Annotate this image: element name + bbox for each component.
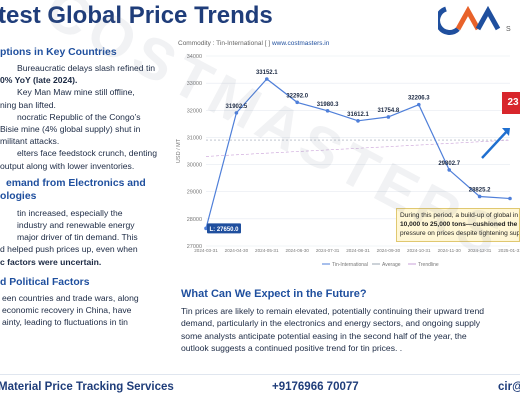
x-tick-label: 2024-11-30: [438, 248, 462, 253]
y-tick-label: 28000: [187, 217, 202, 223]
x-tick-label: 2024-03-31: [194, 248, 218, 253]
text-line: industry and renewable energy: [17, 220, 135, 231]
x-tick-label: 2024-07-31: [316, 248, 340, 253]
y-axis-label: USD / MT: [176, 138, 182, 163]
text-line: militant attacks.: [0, 136, 60, 147]
x-tick-label: 2024-12-31: [468, 248, 492, 253]
text-line: output along with lower inventories.: [0, 160, 135, 171]
y-tick-label: 32000: [187, 108, 202, 114]
text-line: c factors were uncertain.: [0, 256, 102, 267]
logo-subtext: S: [506, 26, 511, 33]
future-line: outlook suggests a continued positive tr…: [181, 343, 403, 354]
text-line: Key Man Maw mine still offline,: [17, 87, 135, 98]
y-tick-label: 33000: [187, 81, 202, 87]
future-line: demand, particularly in the electronics …: [181, 318, 481, 329]
data-point: [295, 100, 299, 105]
price-line-chart: 27000 28000 29000 30000 31000 32000 33000 34000…: [176, 54, 520, 268]
annotation-line: During this period, a build-up of global…: [400, 212, 519, 219]
data-point: [356, 119, 360, 123]
x-tick-label: 2024-06-30: [285, 248, 309, 253]
commodity-label: Commodity : Tin-International [ ] www.co…: [178, 40, 329, 47]
min-value-label: L: 27650.0: [209, 227, 239, 233]
left-column: ptions in Key Countries Bureaucratic del…: [0, 40, 168, 350]
future-line: Tin prices are likely to remain elevated…: [181, 306, 485, 316]
footer-phone[interactable]: +9176966 70077: [272, 381, 359, 393]
annotation-line: 10,000 to 25,000 tons—cushioned the m: [400, 221, 520, 228]
data-point: [386, 115, 391, 119]
data-point: [234, 111, 239, 115]
data-label: 31612.1: [347, 112, 369, 118]
x-tick-label: 2024-04-30: [225, 248, 249, 253]
footer-bar: Material Price Tracking Services +917696…: [0, 374, 520, 400]
trend-arrow-icon: [481, 129, 509, 159]
future-line: some analysts anticipate potential easin…: [181, 330, 467, 341]
data-label: 28825.2: [469, 187, 491, 193]
text-line: ainty, leading to fluctuations in tin: [2, 317, 128, 328]
data-label: 33152.1: [256, 70, 278, 76]
data-point: [204, 226, 208, 231]
section-heading-demand-cont: ologies: [0, 190, 37, 202]
data-label: 31980.3: [317, 102, 339, 108]
future-heading: What Can We Expect in the Future?: [181, 288, 367, 300]
future-paragraph: Tin prices are likely to remain elevated…: [181, 305, 520, 355]
legend-entry: Trendline: [418, 262, 439, 268]
title-bar: test Global Price Trends S: [0, 0, 520, 40]
page-title: test Global Price Trends: [0, 2, 273, 29]
annotation-callout: During this period, a build-up of global…: [396, 208, 520, 242]
data-point: [508, 196, 512, 201]
x-tick-label: 2024-09-30: [377, 248, 401, 253]
y-tick-label: 34000: [187, 54, 202, 60]
data-point: [477, 194, 482, 199]
legend-entry: Average: [382, 262, 401, 268]
y-tick-label: 30000: [187, 163, 202, 169]
section2-list: tin increased, especially the industry a…: [0, 207, 168, 268]
section-heading-disruptions: ptions in Key Countries: [0, 47, 117, 58]
x-tick-label: 2024-08-31: [346, 248, 370, 253]
section3-list: een countries and trade wars, along econ…: [0, 292, 168, 329]
y-tick-label: 27000: [187, 244, 202, 250]
y-tick-label: 29000: [187, 190, 202, 196]
text-line: elters face feedstock crunch, denting: [17, 148, 157, 159]
footer-service-text: Material Price Tracking Services: [0, 381, 174, 393]
text-line: tin increased, especially the: [17, 207, 123, 218]
text-line: een countries and trade wars, along: [2, 292, 139, 303]
annotation-line: pressure on prices despite tightening su…: [400, 230, 520, 237]
legend-entry: Tin-International: [332, 262, 368, 268]
x-tick-label: 2024-05-31: [255, 248, 279, 253]
min-value-box: [207, 223, 241, 234]
section-heading-political: d Political Factors: [0, 276, 90, 288]
text-line: economic recovery in China, have: [2, 305, 132, 316]
data-point: [265, 77, 269, 81]
price-chart-card: Commodity : Tin-International [ ] www.co…: [172, 36, 520, 280]
text-line: ning ban lifted.: [0, 99, 56, 110]
y-tick-label: 31000: [187, 135, 202, 141]
text-line: Bureaucratic delays slash refined tin: [17, 63, 156, 73]
data-label: 32292.0: [286, 93, 308, 99]
text-line: nocratic Republic of the Congo’s: [17, 111, 141, 122]
price-change-badge: 23: [502, 92, 520, 114]
data-label: 31902.5: [226, 104, 248, 110]
data-label: 29802.7: [438, 161, 460, 167]
data-point: [417, 102, 421, 107]
data-point: [325, 109, 330, 113]
costmasters-logo-icon: [438, 5, 501, 35]
footer-email[interactable]: cir@: [498, 381, 520, 393]
x-tick-label: 2024-10-31: [407, 248, 431, 253]
data-label: 31754.8: [378, 108, 400, 114]
text-line: d helped push prices up, even when: [0, 244, 138, 255]
data-point: [447, 168, 452, 172]
site-url[interactable]: www.costmasters.in: [271, 40, 330, 47]
text-line: 0% YoY (late 2024).: [0, 75, 78, 86]
trendline: [205, 139, 511, 157]
x-tick-label: 2025-01-31: [498, 248, 520, 253]
data-label: 32206.3: [408, 96, 430, 102]
commodity-name: Commodity : Tin-International [ ]: [178, 40, 271, 47]
text-line: major driver of tin demand. This: [17, 232, 138, 243]
text-line: Bisie mine (4% global supply) shut in: [0, 124, 141, 135]
arrow-head-icon: [502, 128, 510, 136]
section-heading-demand: emand from Electronics and: [6, 177, 146, 189]
section1-list: Bureaucratic delays slash refined tin 0%…: [0, 62, 168, 172]
